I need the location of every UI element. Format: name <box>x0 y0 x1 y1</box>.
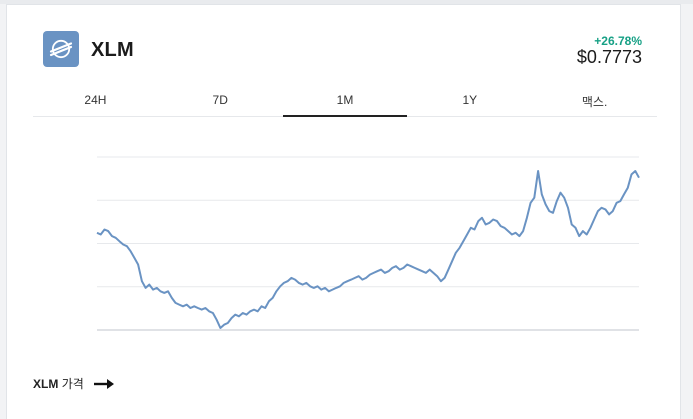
arrow-right-icon <box>93 378 114 390</box>
stellar-logo-icon <box>43 31 79 67</box>
price-change: +26.78% <box>594 34 642 48</box>
top-divider <box>0 0 693 4</box>
current-price: $0.7773 <box>576 47 642 67</box>
tab-7d[interactable]: 7D <box>212 93 228 107</box>
price-line <box>96 170 640 329</box>
price-page-link[interactable]: XLM 가격 <box>33 375 114 392</box>
tab-max[interactable]: 맥스. <box>581 95 608 109</box>
price-link-label: XLM 가격 <box>33 375 84 392</box>
price-link-symbol: XLM <box>33 377 59 391</box>
price-chart-svg <box>96 156 640 331</box>
tab-1m[interactable]: 1M <box>282 81 408 117</box>
price-link-suffix: 가격 <box>61 377 84 391</box>
tab-24h[interactable]: 24H <box>84 93 107 107</box>
price-card: XLM +26.78% $0.7773 24H 7D 1M 1Y 맥스. XLM… <box>6 4 681 419</box>
price-chart <box>87 147 647 332</box>
tab-1y[interactable]: 1Y <box>462 93 478 107</box>
asset-symbol: XLM <box>91 39 134 61</box>
asset-header: XLM +26.78% $0.7773 <box>43 31 642 71</box>
timeframe-tabs: 24H 7D 1M 1Y 맥스. <box>33 81 657 117</box>
